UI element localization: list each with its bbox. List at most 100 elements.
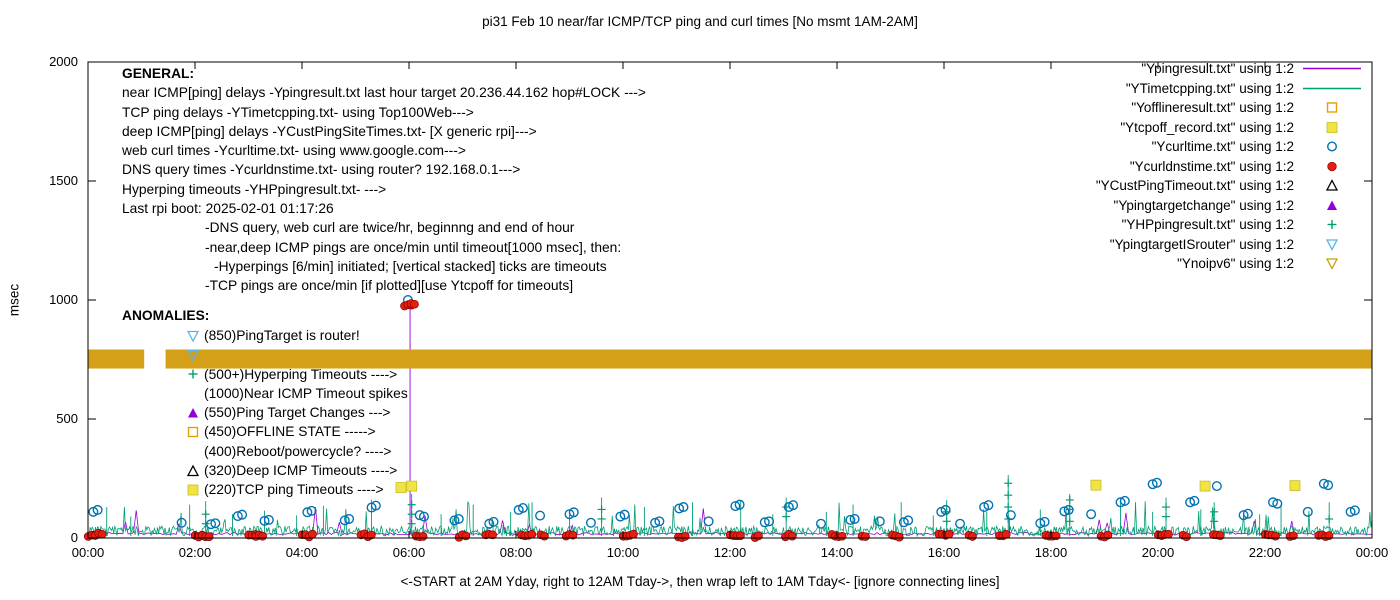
x-tick-label: 02:00	[178, 545, 212, 560]
curl-circle-marker	[1151, 477, 1162, 488]
curl-circle-marker	[764, 516, 775, 527]
legend-sample	[1300, 237, 1370, 252]
curl-circle-marker	[1323, 480, 1334, 491]
triangle-down-open-icon	[186, 330, 200, 343]
curl-circle-marker	[1005, 510, 1016, 521]
legend-label: "YpingtargetISrouter" using 1:2	[1109, 236, 1294, 252]
curl-circle-marker	[418, 511, 429, 522]
x-tick-label: 06:00	[392, 545, 426, 560]
triangle-down-open-icon	[186, 349, 200, 362]
circle-open-icon	[1327, 141, 1338, 152]
legend-item: "YHPpingresult.txt" using 1:2	[1096, 215, 1370, 235]
legend-item: "YCustPingTimeout.txt" using 1:2	[1096, 176, 1370, 196]
legend-label: "YHPpingresult.txt" using 1:2	[1121, 217, 1294, 233]
legend-label: "Ypingtargetchange" using 1:2	[1113, 197, 1294, 213]
chart-title: pi31 Feb 10 near/far ICMP/TCP ping and c…	[482, 14, 918, 29]
dns-dot-marker	[1164, 529, 1173, 539]
anomaly-marker	[186, 483, 204, 497]
legend-item: "Ypingtargetchange" using 1:2	[1096, 196, 1370, 216]
curl-circle-marker	[1242, 508, 1253, 519]
anomaly-row: (1000)Near ICMP Timeout spikes	[122, 384, 408, 403]
curl-circle-marker	[535, 510, 546, 521]
legend-item: "Yofflineresult.txt" using 1:2	[1096, 98, 1370, 118]
square-filled-icon	[187, 484, 199, 496]
curl-circle-marker	[344, 513, 355, 524]
anomaly-row: (320)Deep ICMP Timeouts ---->	[122, 461, 408, 480]
curl-circle-marker	[759, 517, 770, 528]
legend-item: "Ycurldnstime.txt" using 1:2	[1096, 157, 1370, 177]
dns-dot-marker	[837, 531, 847, 541]
dns-dot-marker	[410, 299, 419, 309]
curl-circle-marker	[568, 507, 579, 518]
curl-circle-marker	[488, 516, 499, 527]
y-tick-label: 2000	[49, 54, 78, 69]
dns-dot-marker	[366, 530, 376, 540]
x-tick-label: 22:00	[1248, 545, 1282, 560]
dns-dot-marker	[754, 531, 763, 541]
x-tick-label: 12:00	[713, 545, 747, 560]
legend-sample	[1300, 81, 1370, 96]
curl-circle-marker	[1035, 518, 1046, 529]
curl-circle-marker	[517, 503, 528, 514]
dns-dot-marker	[1051, 531, 1061, 541]
triangle-filled-icon	[188, 407, 198, 418]
curl-circle-marker	[1059, 506, 1070, 517]
line-icon	[1303, 87, 1361, 89]
dns-dot-marker	[258, 531, 267, 541]
anomaly-label: (320)Deep ICMP Timeouts ---->	[204, 463, 398, 479]
anomaly-marker	[186, 329, 204, 343]
dns-dot-marker	[1103, 530, 1113, 540]
curl-circle-marker	[674, 503, 685, 514]
dns-dot-marker	[418, 532, 428, 541]
legend-label: "YCustPingTimeout.txt" using 1:2	[1095, 178, 1294, 194]
x-tick-label: 18:00	[1034, 545, 1068, 560]
curl-circle-marker	[654, 516, 665, 527]
noipv6-band	[165, 349, 1373, 369]
general-line: near ICMP[ping] delays -Ypingresult.txt …	[122, 85, 646, 101]
legend-label: "Ycurldnstime.txt" using 1:2	[1129, 158, 1294, 174]
anomaly-row: (500+)Hyperping Timeouts ---->	[122, 365, 408, 384]
legend-label: "Ycurltime.txt" using 1:2	[1151, 139, 1294, 155]
legend-item: "Ypingresult.txt" using 1:2	[1096, 59, 1370, 79]
curl-circle-marker	[849, 513, 860, 524]
anomaly-label: (850)PingTarget is router!	[204, 328, 360, 343]
curl-circle-marker	[874, 516, 885, 527]
legend-item: "YTimetcpping.txt" using 1:2	[1096, 79, 1370, 99]
dns-dot-marker	[568, 530, 578, 540]
curl-circle-marker	[232, 511, 243, 522]
tcpoff-square-marker	[1090, 479, 1102, 491]
legend-sample	[1300, 139, 1370, 154]
curl-circle-marker	[955, 518, 966, 529]
dns-dot-marker	[527, 529, 537, 539]
dns-dot-marker	[894, 532, 904, 542]
general-line: -near,deep ICMP pings are once/min until…	[205, 239, 622, 255]
anomaly-row: (550)Ping Target Changes --->	[122, 403, 408, 422]
curl-circle-marker	[703, 516, 714, 527]
general-line: Last rpi boot: 2025-02-01 01:17:26	[122, 201, 334, 217]
general-line: -DNS query, web curl are twice/hr, begin…	[205, 220, 575, 236]
curl-circle-marker	[1345, 506, 1356, 517]
dns-dot-marker	[1182, 532, 1191, 542]
anomaly-marker	[186, 464, 204, 478]
anomaly-label: (450)OFFLINE STATE ----->	[204, 424, 376, 440]
legend-label: "Ypingresult.txt" using 1:2	[1141, 61, 1294, 77]
dns-dot-marker	[1271, 531, 1280, 541]
curl-circle-marker	[1272, 498, 1283, 509]
anomaly-marker	[186, 406, 204, 420]
legend-label: "Yofflineresult.txt" using 1:2	[1131, 100, 1294, 116]
general-annotation-block: GENERAL: near ICMP[ping] delays -Ypingres…	[122, 64, 646, 296]
general-line: DNS query times -Ycurldnstime.txt- using…	[122, 162, 521, 178]
legend-sample	[1300, 159, 1370, 174]
curl-circle-marker	[678, 502, 689, 513]
x-axis-label: <-START at 2AM Yday, right to 12AM Tday-…	[400, 574, 1000, 589]
curl-circle-marker	[237, 509, 248, 520]
dns-dot-marker	[944, 529, 954, 539]
anomaly-label: (500+)Hyperping Timeouts ---->	[204, 366, 398, 382]
curl-circle-marker	[1211, 481, 1222, 492]
tcpoff-square-marker	[1289, 480, 1301, 492]
x-tick-label: 00:00	[1355, 545, 1389, 560]
curl-circle-marker	[1302, 506, 1313, 517]
tcpoff-square-marker	[1199, 480, 1211, 492]
square-open-icon	[187, 426, 199, 438]
